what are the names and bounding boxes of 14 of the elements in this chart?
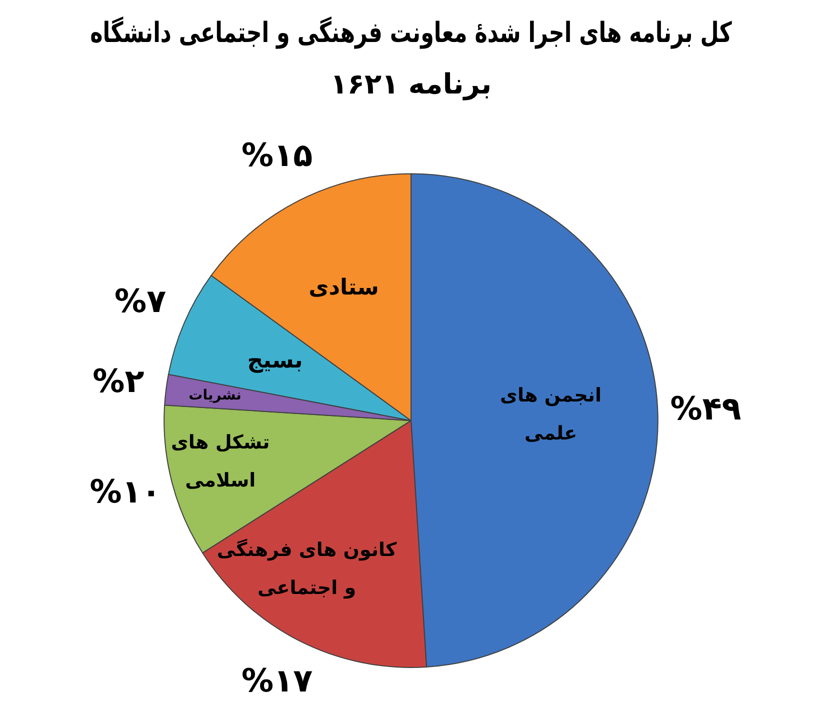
chart-title: کل برنامه های اجرا شدهٔ معاونت فرهنگی و اجتماعی دانشگاه [90, 16, 732, 50]
data-label: %۱۵ [242, 136, 313, 174]
chart-subtitle: برنامه ۱۶۲۱ [330, 68, 492, 101]
slice-label: تشکل های اسلامی [170, 431, 270, 492]
slice-label: کانون های فرهنگی و اجتماعی [216, 538, 398, 600]
slice-label: انجمن های علمی [500, 384, 602, 444]
slice-label: ستادی [308, 275, 379, 300]
data-label: %۷ [114, 282, 167, 320]
data-label: %۱۷ [242, 662, 314, 700]
data-label: %۲ [92, 362, 145, 400]
slice-label: نشریات [188, 387, 242, 404]
slice-label: بسیج [247, 348, 303, 374]
data-label: %۱۰ [90, 472, 161, 510]
data-label: %۴۹ [670, 390, 742, 428]
